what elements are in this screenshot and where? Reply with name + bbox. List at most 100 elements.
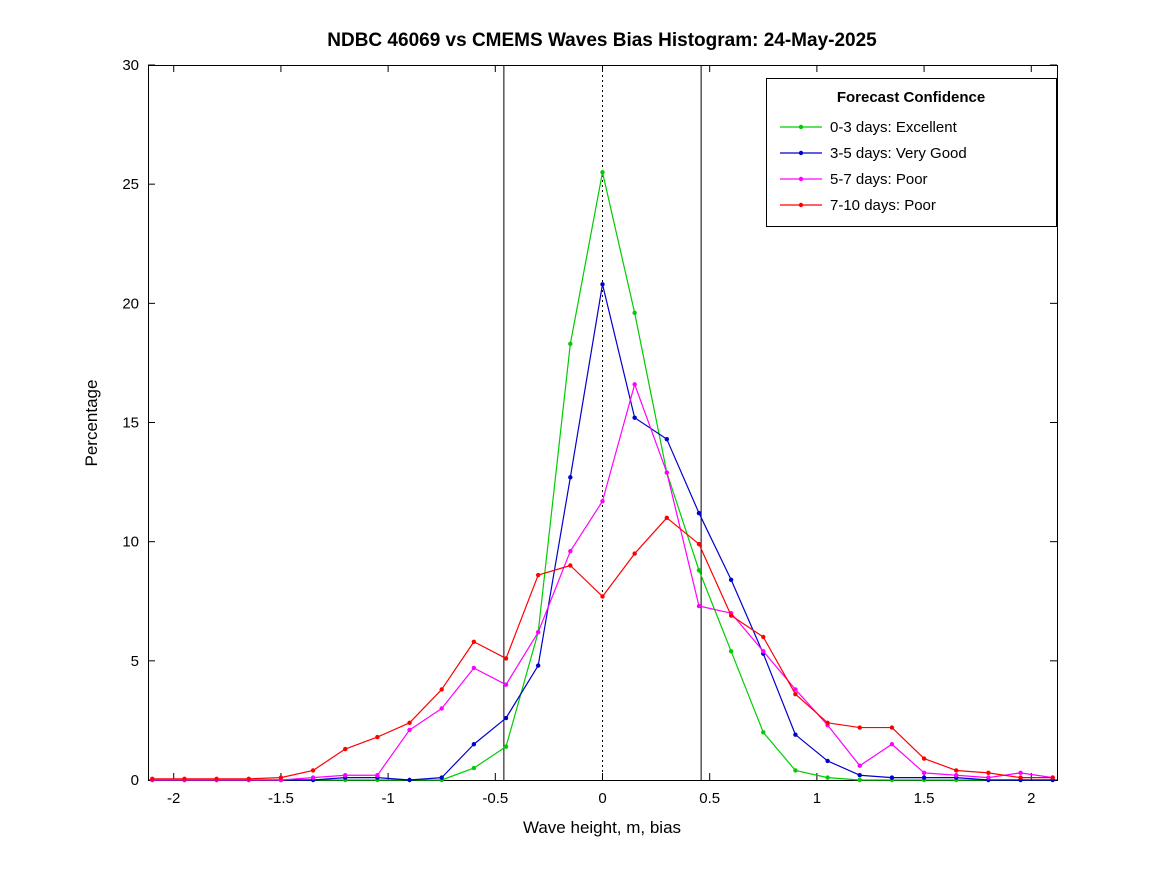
data-point-5-7-days-poor [632,382,637,387]
data-point-5-7-days-poor [857,763,862,768]
x-tick-label: -1 [381,790,394,807]
data-point-7-10-days-poor [825,720,830,725]
data-point-5-7-days-poor [921,770,927,776]
data-point-5-7-days-poor [761,649,766,654]
data-point-7-10-days-poor [921,756,927,761]
data-point-5-7-days-poor [503,682,509,687]
data-point-5-7-days-poor [793,687,798,692]
data-point-3-5-days-very-good [696,510,702,516]
y-tick-label: 5 [131,653,139,670]
data-point-7-10-days-poor [407,720,412,725]
data-point-7-10-days-poor [857,725,862,730]
x-tick-label: -2 [167,790,180,807]
data-point-3-5-days-very-good [857,773,862,778]
data-point-3-5-days-very-good [503,715,509,721]
data-point-0-3-days-excellent [503,744,509,749]
data-point-5-7-days-poor [664,470,670,475]
data-point-0-3-days-excellent [825,775,830,780]
data-point-7-10-days-poor [503,656,509,661]
data-point-5-7-days-poor [1018,770,1023,776]
data-point-5-7-days-poor [535,630,541,635]
data-point-7-10-days-poor [278,775,284,780]
chart-title: NDBC 46069 vs CMEMS Waves Bias Histogram… [327,30,877,51]
data-point-5-7-days-poor [986,775,991,780]
data-point-3-5-days-very-good [535,663,541,668]
x-tick-label: -1.5 [268,790,294,807]
data-point-7-10-days-poor [793,692,798,697]
y-tick-label: 30 [122,57,139,74]
data-point-0-3-days-excellent [793,768,798,773]
data-point-7-10-days-poor [889,725,895,730]
data-point-7-10-days-poor [600,594,605,599]
data-point-7-10-days-poor [1018,775,1023,780]
legend: Forecast Confidence 0-3 days: Excellent 3-… [766,78,1057,227]
data-point-0-3-days-excellent [761,730,766,735]
data-point-7-10-days-poor [439,687,444,692]
data-point-7-10-days-poor [375,734,380,740]
data-point-3-5-days-very-good [600,282,605,287]
data-point-3-5-days-very-good [921,775,927,780]
data-point-5-7-days-poor [600,498,605,504]
data-point-5-7-days-poor [310,775,316,780]
x-tick-label: 1.5 [914,790,935,807]
data-point-3-5-days-very-good [793,732,798,737]
data-point-7-10-days-poor [182,776,187,782]
data-point-7-10-days-poor [761,634,766,640]
data-point-5-7-days-poor [343,773,348,778]
x-tick-label: -0.5 [482,790,508,807]
data-point-7-10-days-poor [214,776,219,782]
data-point-7-10-days-poor [471,639,477,644]
data-point-3-5-days-very-good [889,775,895,780]
data-point-5-7-days-poor [471,665,477,671]
data-point-7-10-days-poor [632,551,637,556]
data-point-5-7-days-poor [407,727,412,733]
legend-entry-7-10-days-poor: 7-10 days: Poor [830,197,936,214]
y-tick-label: 0 [131,772,139,789]
data-point-3-5-days-very-good [664,436,670,442]
data-point-0-3-days-excellent [471,765,477,771]
data-point-7-10-days-poor [343,746,348,752]
data-point-3-5-days-very-good [471,742,477,747]
data-point-5-7-days-poor [439,706,444,711]
legend-title: Forecast Confidence [837,89,985,106]
data-point-5-7-days-poor [889,742,895,747]
y-tick-label: 15 [122,415,139,432]
data-point-0-3-days-excellent [857,777,862,783]
data-point-3-5-days-very-good [439,775,444,780]
data-point-5-7-days-poor [568,549,573,554]
x-tick-label: 2 [1027,790,1035,807]
data-point-7-10-days-poor [664,515,670,521]
data-point-0-3-days-excellent [632,310,637,316]
data-point-7-10-days-poor [728,613,734,618]
data-point-5-7-days-poor [375,773,380,778]
y-axis-label: Percentage [82,380,101,467]
data-point-7-10-days-poor [568,563,573,568]
y-tick-label: 20 [122,295,139,312]
data-point-0-3-days-excellent [728,649,734,654]
legend-entry-0-3-days-excellent: 0-3 days: Excellent [830,119,958,136]
data-point-3-5-days-very-good [407,777,412,783]
data-point-7-10-days-poor [310,768,316,773]
legend-marker-0-3-days-excellent [798,124,804,130]
data-point-0-3-days-excellent [568,341,573,347]
data-point-7-10-days-poor [696,541,702,547]
y-tick-label: 25 [122,176,139,193]
data-point-5-7-days-poor [954,773,959,778]
y-tick-label: 10 [122,534,139,551]
legend-marker-5-7-days-poor [798,176,804,182]
x-tick-label: 1 [813,790,821,807]
data-point-3-5-days-very-good [632,415,637,420]
data-point-5-7-days-poor [696,603,702,609]
data-point-0-3-days-excellent [696,568,702,573]
data-point-7-10-days-poor [1050,775,1055,780]
data-point-3-5-days-very-good [728,577,734,582]
x-tick-label: 0.5 [699,790,720,807]
data-point-0-3-days-excellent [600,170,605,175]
data-point-7-10-days-poor [954,768,959,773]
legend-marker-7-10-days-poor [798,202,804,208]
data-point-3-5-days-very-good [568,475,573,480]
data-point-7-10-days-poor [986,770,991,776]
legend-entry-5-7-days-poor: 5-7 days: Poor [830,171,928,188]
